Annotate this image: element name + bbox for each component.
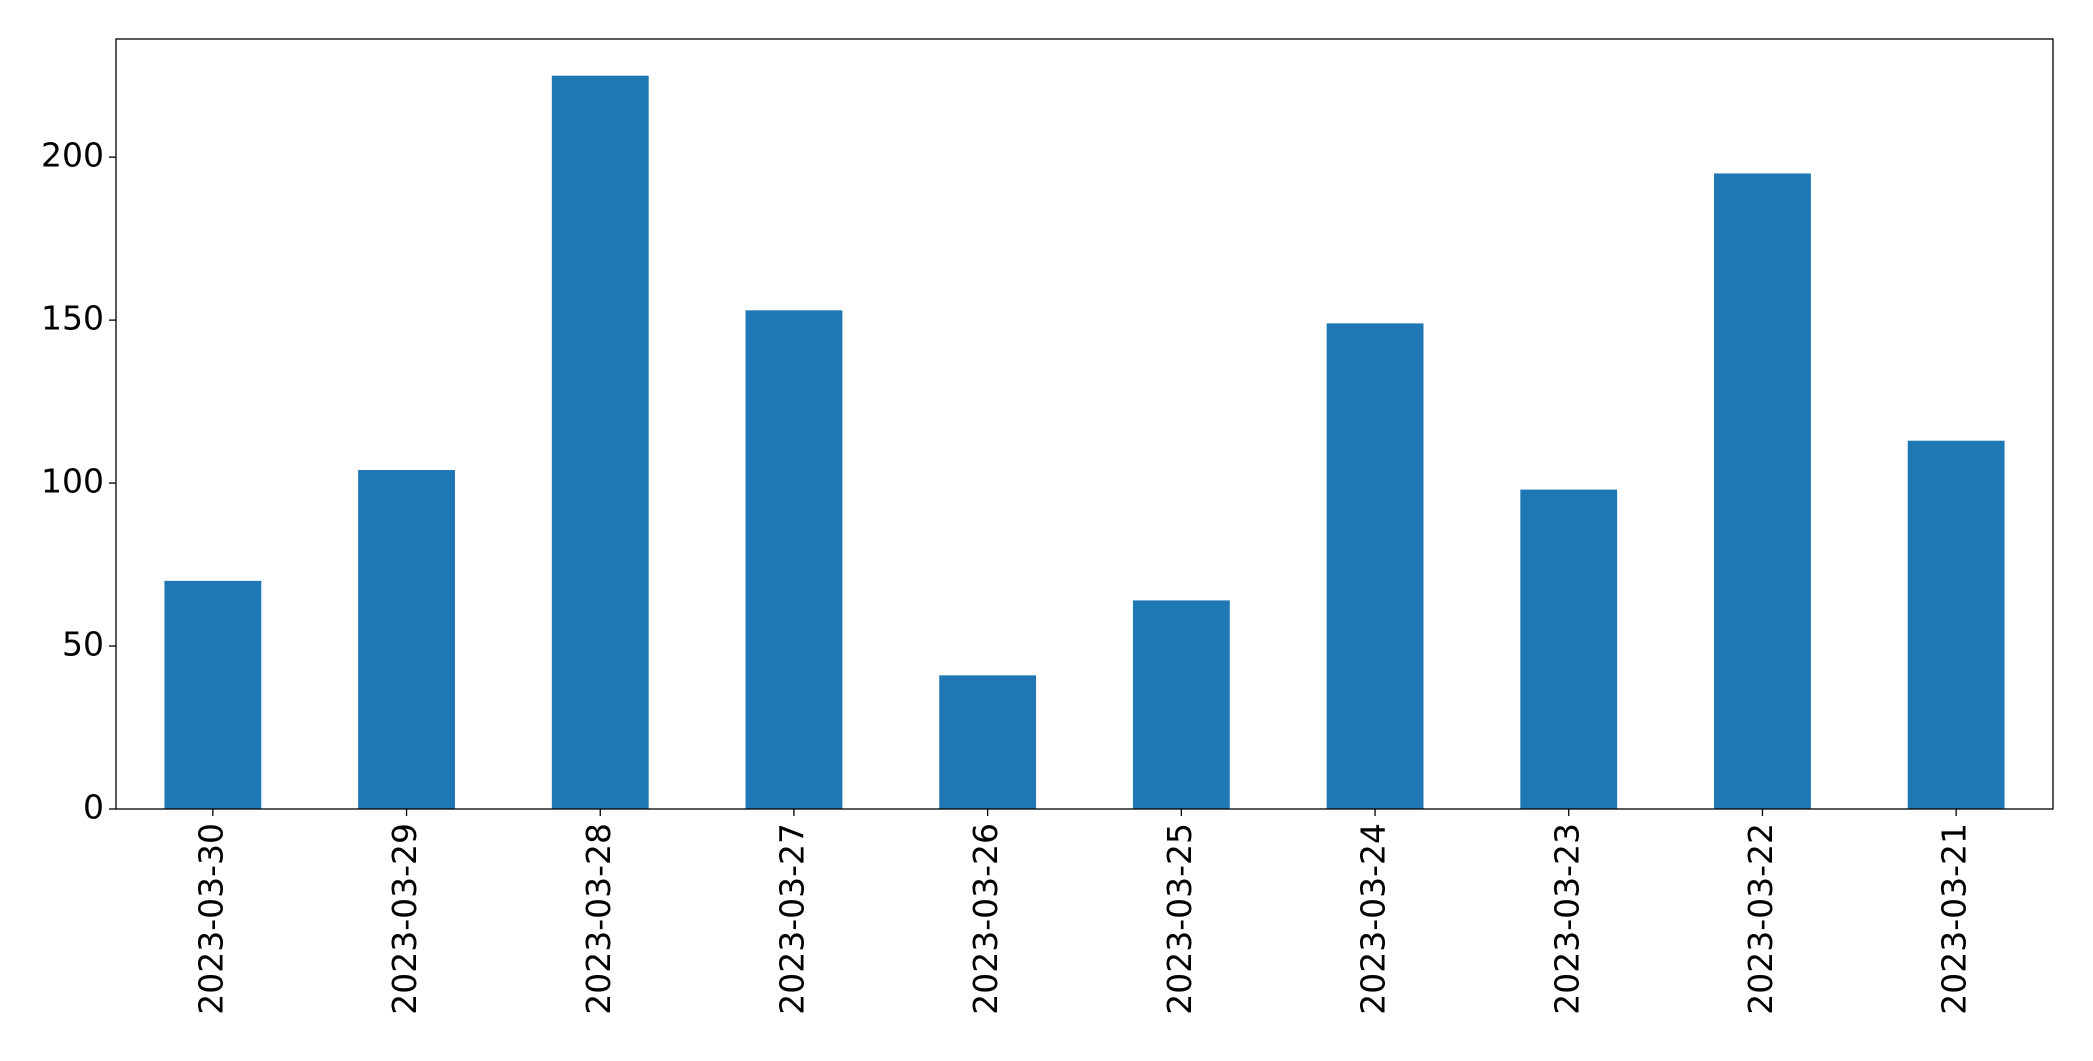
x-tick-label: 2023-03-26	[966, 823, 1005, 1015]
bar	[164, 580, 262, 809]
x-tick-label: 2023-03-27	[772, 823, 811, 1015]
bar	[1132, 600, 1230, 809]
bar	[358, 470, 455, 809]
y-tick-label: 50	[62, 625, 104, 664]
y-tick-label: 100	[41, 462, 104, 501]
x-tick-label: 2023-03-29	[385, 823, 424, 1015]
x-tick-label: 2023-03-21	[1935, 823, 1974, 1015]
bar	[939, 675, 1037, 809]
y-tick-label: 200	[41, 136, 104, 175]
x-tick-label: 2023-03-24	[1354, 823, 1393, 1015]
bar	[551, 75, 649, 809]
bar	[1907, 440, 2005, 809]
x-tick-label: 2023-03-25	[1160, 823, 1199, 1015]
y-tick-label: 0	[83, 788, 104, 827]
x-tick-label: 2023-03-28	[579, 823, 618, 1015]
bar	[1326, 323, 1424, 809]
y-tick-label: 150	[41, 299, 104, 338]
bar	[1520, 489, 1618, 809]
x-tick-label: 2023-03-30	[191, 823, 230, 1015]
x-tick-label: 2023-03-23	[1547, 823, 1586, 1015]
plot-frame	[115, 38, 2054, 810]
bar	[1714, 173, 1811, 809]
x-tick-label: 2023-03-22	[1741, 823, 1780, 1015]
bar	[745, 310, 843, 809]
